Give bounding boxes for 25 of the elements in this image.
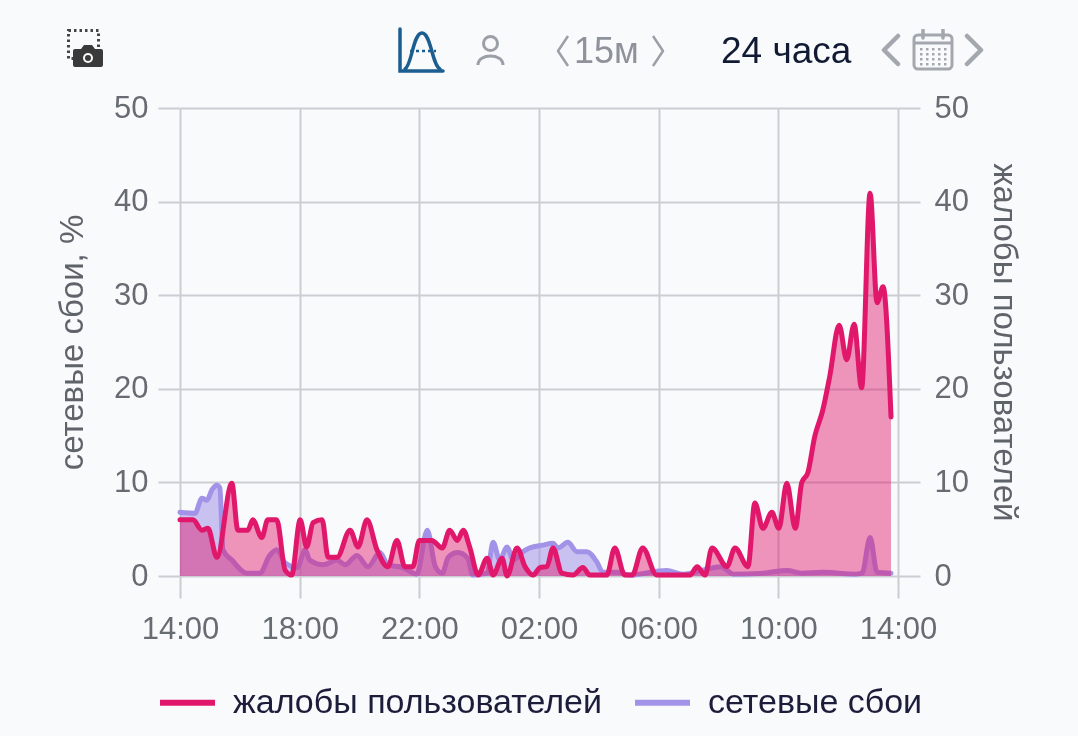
text: 24 часа	[721, 30, 852, 71]
x-tick-label: 10:00	[740, 610, 818, 646]
y-tick-label: 40	[114, 183, 149, 219]
x-tick-label: 02:00	[500, 610, 579, 646]
x-tick-label: 06:00	[620, 610, 698, 646]
x-tick-label: 22:00	[381, 610, 459, 646]
legend-label: сетевые сбои	[708, 681, 923, 720]
y2-tick-label: 50	[934, 89, 969, 125]
x-tick-label: 14:00	[859, 610, 938, 646]
y2-axis-title: жалобы пользователей	[986, 163, 1024, 522]
y-axis-title: сетевые сбои, %	[53, 214, 91, 471]
x-tick-label: 18:00	[261, 610, 339, 646]
y2-tick-label: 10	[934, 463, 969, 499]
y2-tick-label: 0	[934, 557, 952, 593]
y-tick-label: 0	[131, 557, 149, 593]
text: 15м	[574, 30, 639, 71]
legend-label: жалобы пользователей	[233, 681, 602, 720]
y-tick-label: 20	[114, 370, 149, 406]
y-tick-label: 10	[114, 463, 149, 499]
y-tick-label: 50	[114, 89, 149, 125]
y2-tick-label: 40	[934, 183, 969, 219]
x-tick-label: 14:00	[141, 610, 220, 646]
y2-tick-label: 20	[934, 370, 969, 406]
y2-tick-label: 30	[934, 276, 969, 312]
y-tick-label: 30	[114, 276, 149, 312]
